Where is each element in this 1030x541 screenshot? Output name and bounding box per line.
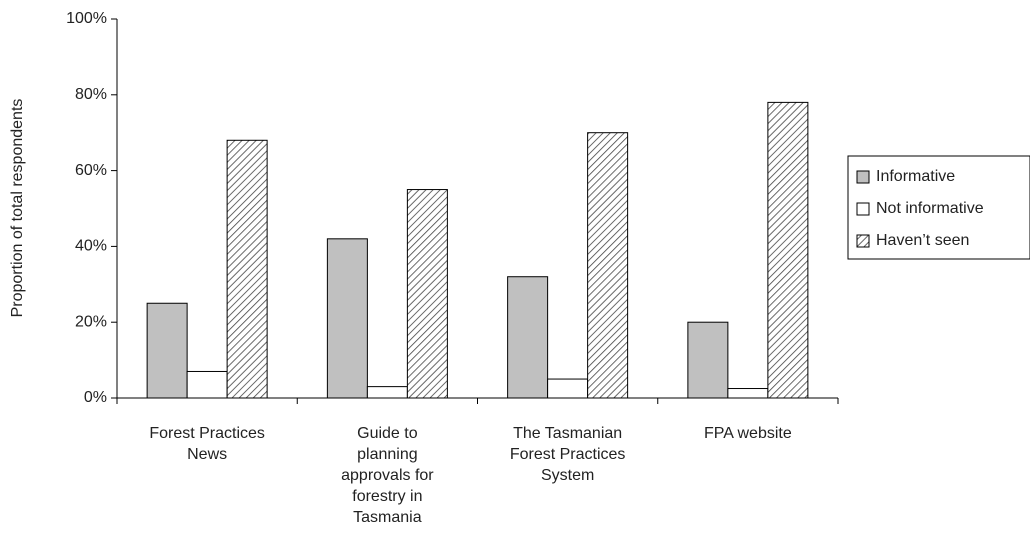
- y-tick-label: 80%: [75, 86, 107, 103]
- bar: [687, 321, 729, 399]
- x-tick-label: System: [541, 467, 594, 484]
- bar: [406, 189, 448, 399]
- legend-label: Not informative: [876, 200, 984, 217]
- legend-box: [847, 155, 1030, 260]
- bar: [727, 388, 769, 399]
- legend-label: Haven’t seen: [876, 232, 969, 249]
- bar: [507, 276, 549, 399]
- y-tick-label: 20%: [75, 313, 107, 330]
- legend-swatch: [856, 170, 870, 184]
- bar: [587, 132, 629, 399]
- y-tick-label: 100%: [66, 10, 107, 27]
- y-axis-label: Proportion of total respondents: [9, 99, 26, 318]
- x-tick-label: Guide to: [357, 425, 418, 442]
- bar: [366, 386, 408, 399]
- bar: [186, 370, 228, 399]
- x-tick-label: FPA website: [704, 425, 792, 442]
- bar: [547, 378, 589, 399]
- bar: [767, 101, 809, 399]
- x-tick-label: forestry in: [352, 488, 422, 505]
- x-tick-label: planning: [357, 446, 418, 463]
- bar: [226, 139, 268, 399]
- bar: [326, 238, 368, 399]
- y-tick-label: 0%: [84, 389, 107, 406]
- x-tick-label: News: [187, 446, 227, 463]
- y-tick-label: 40%: [75, 238, 107, 255]
- y-tick-label: 60%: [75, 162, 107, 179]
- x-tick-label: Forest Practices: [149, 425, 265, 442]
- x-tick-label: Forest Practices: [510, 446, 626, 463]
- bar: [146, 302, 188, 399]
- x-tick-label: approvals for: [341, 467, 434, 484]
- x-tick-label: The Tasmanian: [513, 425, 622, 442]
- x-tick-label: Tasmania: [353, 509, 422, 526]
- legend-swatch: [856, 202, 870, 216]
- legend-label: Informative: [876, 168, 955, 185]
- legend-swatch: [856, 234, 870, 248]
